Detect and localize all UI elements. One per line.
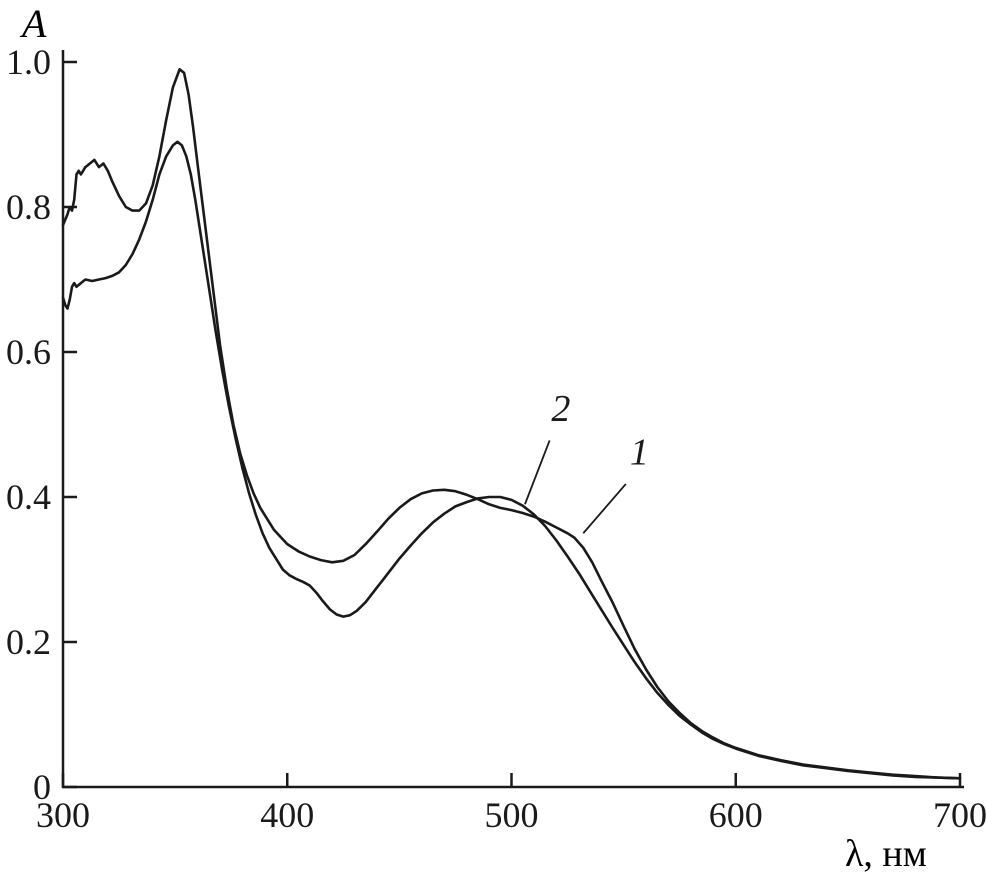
x-tick-label: 600 bbox=[709, 795, 763, 835]
annotation-pointer-2 bbox=[524, 440, 551, 505]
spectrum-curve-2 bbox=[61, 140, 962, 780]
curve-label-1: 1 bbox=[630, 431, 649, 473]
x-tick-label: 400 bbox=[260, 795, 314, 835]
x-tick-label: 700 bbox=[933, 795, 987, 835]
y-tick-label: 1.0 bbox=[6, 42, 51, 82]
curve-label-2: 2 bbox=[551, 388, 570, 430]
x-axis-title: λ, нм bbox=[845, 833, 927, 875]
y-tick-label: 0.2 bbox=[6, 622, 51, 662]
y-tick-label: 0.4 bbox=[6, 477, 51, 517]
y-tick-label: 0.8 bbox=[6, 187, 51, 227]
y-tick-label: 0 bbox=[33, 767, 51, 807]
annotation-pointer-1 bbox=[582, 483, 627, 534]
x-tick-label: 300 bbox=[36, 795, 90, 835]
spectrum-curve-1 bbox=[61, 68, 962, 780]
y-axis-title: A bbox=[22, 1, 47, 46]
x-tick-label: 500 bbox=[485, 795, 539, 835]
y-tick-label: 0.6 bbox=[6, 332, 51, 372]
